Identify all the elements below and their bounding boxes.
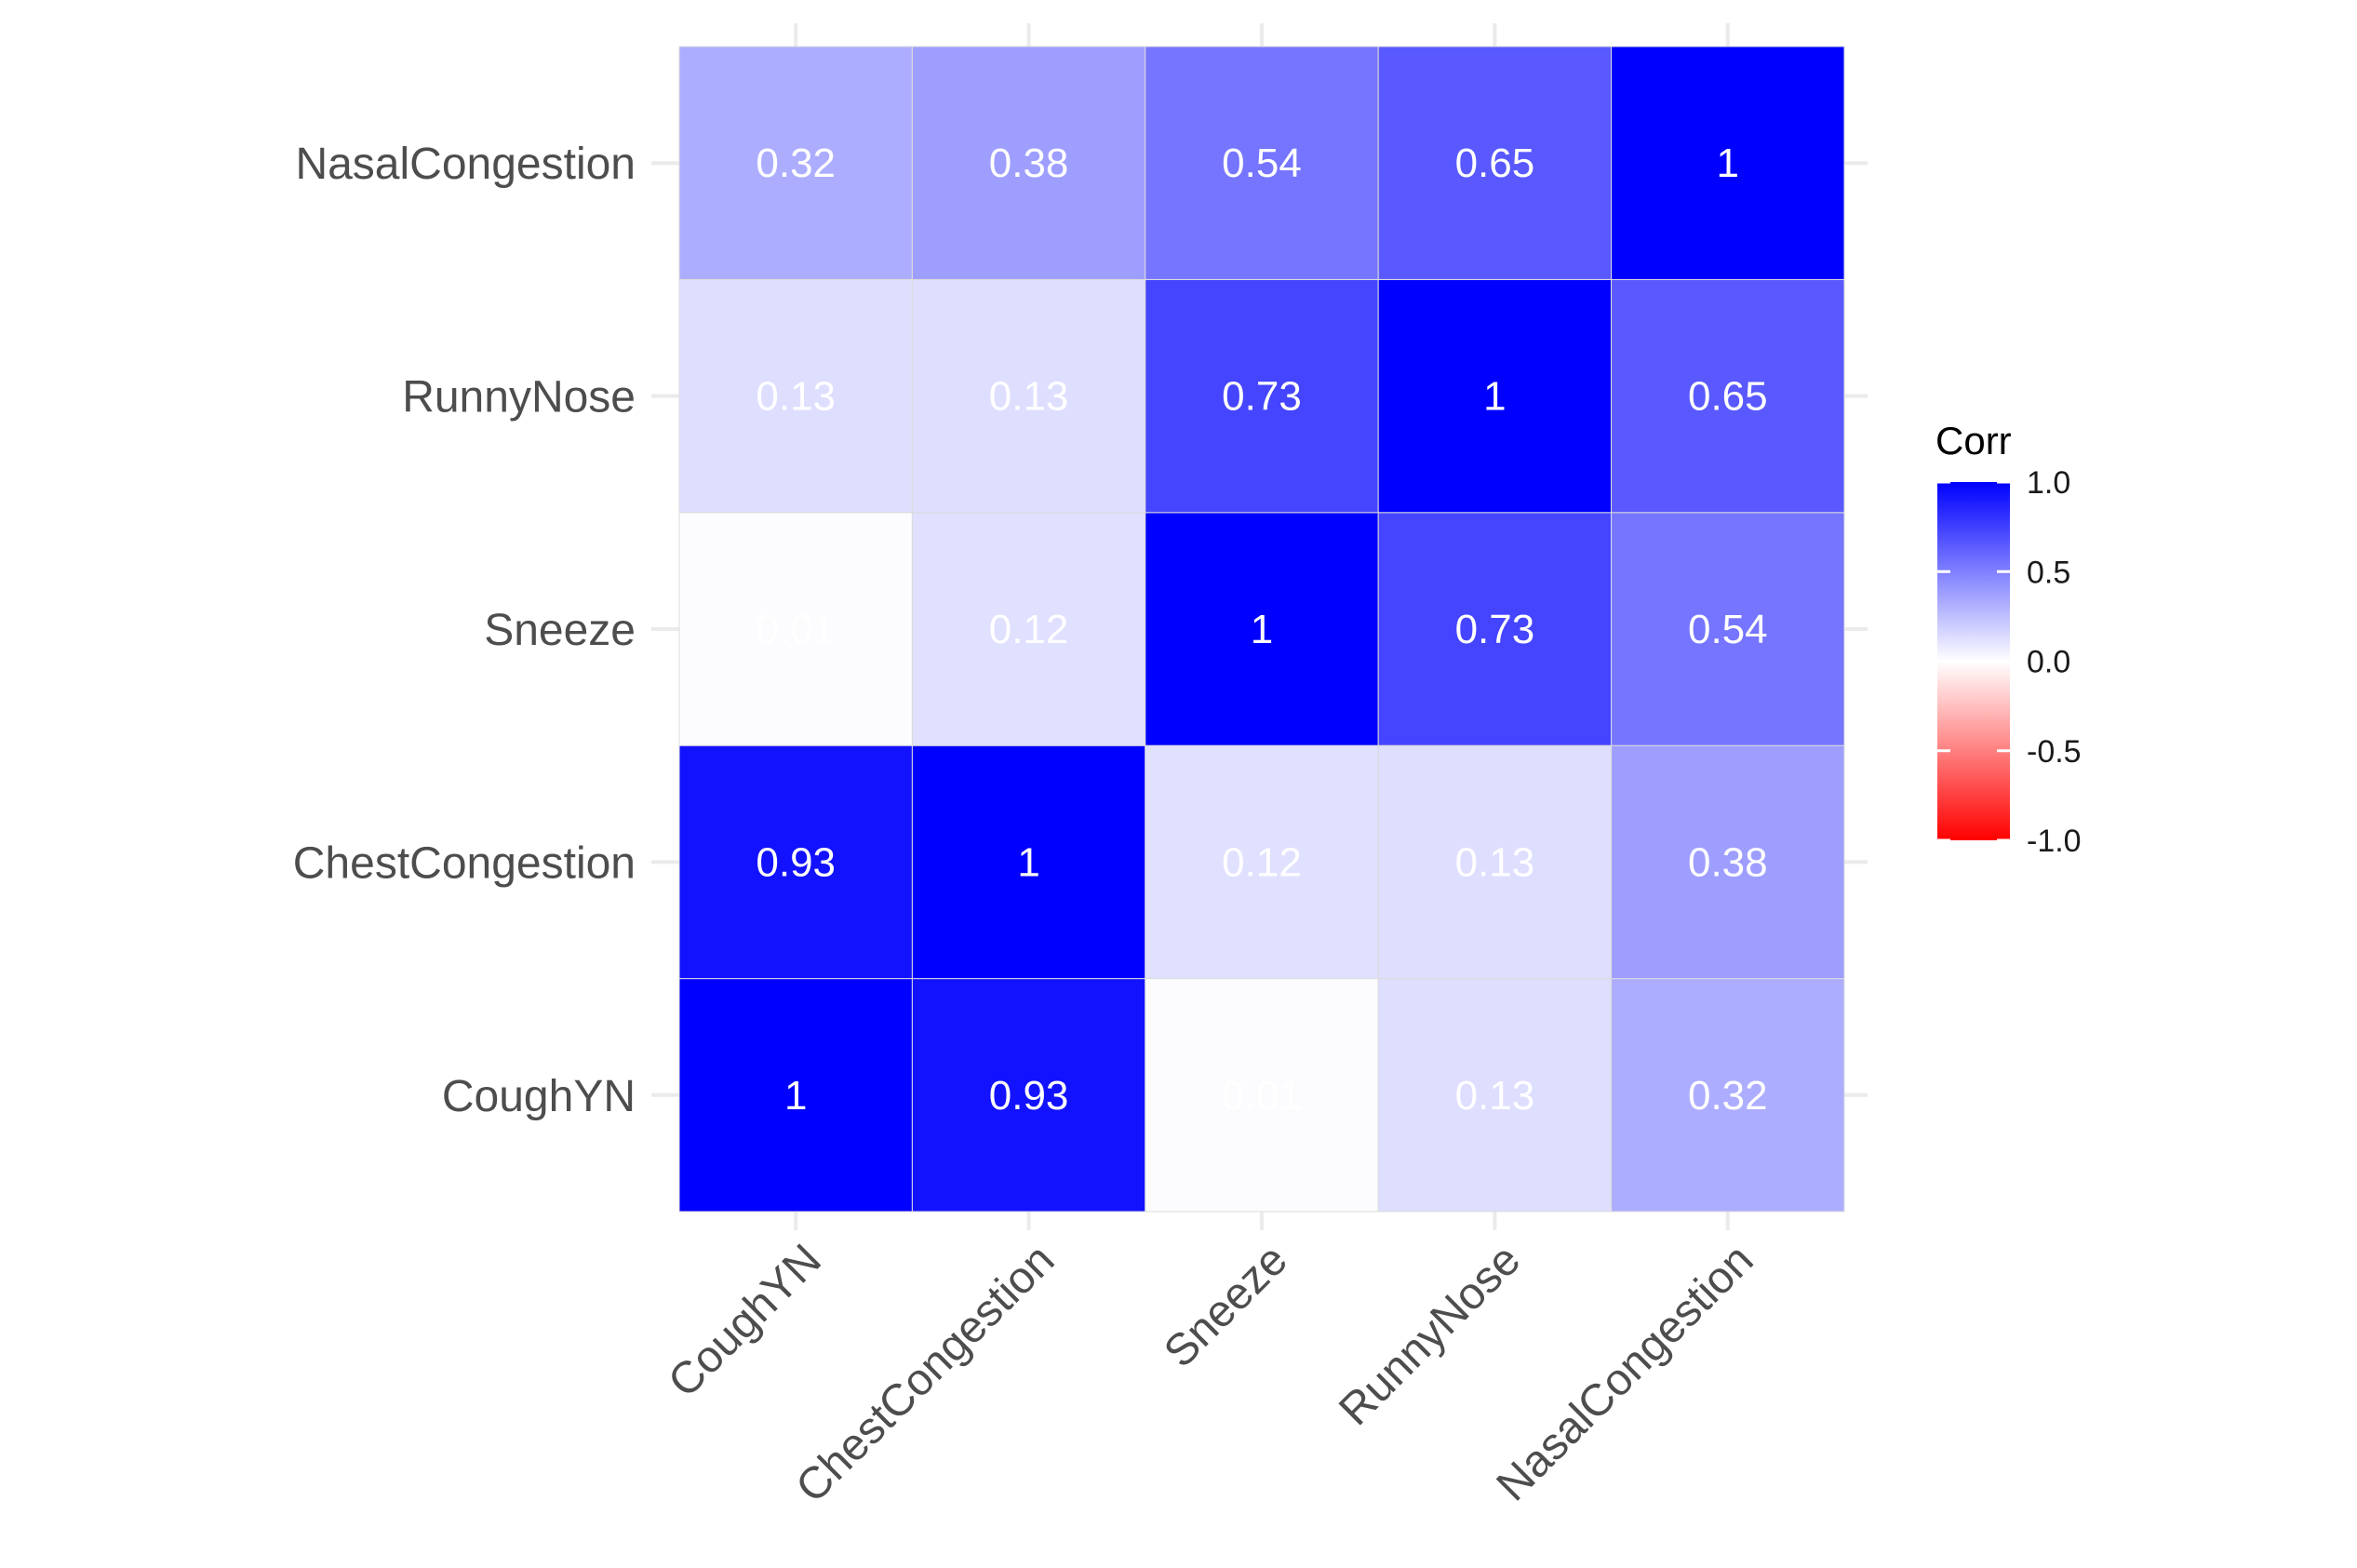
heatmap-cell [1145,46,1379,280]
y-tick-label: ChestCongestion [293,838,636,888]
legend-tick-label: 1.0 [2027,465,2070,501]
legend-tick-label: 0.0 [2027,645,2070,680]
cell-value-label: 0.73 [1222,374,1302,420]
heatmap-cell [678,278,913,514]
cell-value-label: 0.54 [1222,141,1302,186]
cell-value-label: 0.93 [989,1073,1069,1119]
heatmap-cell [1611,278,1845,514]
cell-value-label: 0.01 [756,607,836,652]
heatmap-cell [911,278,1146,514]
x-tick-label: CoughYN [659,1235,831,1407]
cell-value-label: 1 [1483,374,1506,420]
cell-value-label: 0.54 [1688,607,1768,652]
y-tick-label: Sneeze [484,606,636,655]
heatmap-cell [678,46,913,280]
cell-value-label: 0.01 [1222,1073,1302,1119]
heatmap-cell [1145,278,1379,514]
legend-tick-label: -1.0 [2027,824,2082,859]
cell-value-label: 0.93 [756,839,836,885]
cell-value-label: 0.38 [989,141,1069,186]
heatmap-cell [911,512,1146,746]
heatmap-cell [1145,512,1379,746]
heatmap-cell [1377,978,1613,1213]
heatmap-cell [911,46,1146,280]
heatmap-cell [911,744,1146,980]
cell-value-label: 1 [1017,839,1039,885]
heatmap-cells [678,46,1845,1213]
x-tick-label: Sneeze [1155,1235,1297,1377]
legend-tick-label: 0.5 [2027,555,2070,590]
cell-value-label: 1 [1717,141,1739,186]
colorbar-legend: Corr 1.0 0.5 0.0 -0.5 -1.0 [1935,419,2082,859]
heatmap-cell [678,744,913,980]
heatmap-cell [1611,46,1845,280]
cell-value-label: 0.13 [1455,839,1535,885]
cell-value-label: 0.65 [1688,374,1768,420]
cell-value-label: 0.13 [1455,1073,1535,1119]
heatmap-cell [1145,744,1379,980]
heatmap-cell [1377,46,1613,280]
x-tick-label: NasalCongestion [1488,1235,1763,1510]
cell-value-label: 0.73 [1455,607,1535,652]
x-tick-label: ChestCongestion [787,1235,1065,1512]
cell-value-label: 0.38 [1688,839,1768,885]
cell-value-label: 1 [784,1073,807,1119]
cell-value-label: 1 [1251,607,1273,652]
y-tick-label: CoughYN [442,1072,636,1121]
y-tick-label: NasalCongestion [295,140,636,189]
heatmap-cell [1611,744,1845,980]
heatmap-cell [1377,744,1613,980]
heatmap-cell [1377,278,1613,514]
cell-value-label: 0.65 [1455,141,1535,186]
cell-value-label: 0.13 [756,374,836,420]
cell-value-label: 0.12 [989,607,1069,652]
heatmap-cell [911,978,1146,1213]
cell-value-labels: 1 0.93 0.01 0.13 0.32 0.93 1 0.12 0.13 0.38 0.01 0.… [756,141,1767,1119]
cell-value-label: 0.13 [989,374,1069,420]
legend-title: Corr [1935,419,2012,462]
heatmap-cell [1145,978,1379,1213]
cell-value-label: 0.12 [1222,839,1302,885]
cell-value-label: 0.32 [756,141,836,186]
cell-value-label: 0.32 [1688,1073,1768,1119]
y-axis-tick-labels: CoughYN ChestCongestion Sneeze RunnyNose Nas… [293,140,636,1121]
heatmap-cell [678,512,913,746]
x-tick-label: RunnyNose [1330,1235,1530,1435]
legend-tick-label: -0.5 [2027,734,2082,770]
heatmap-cell [1611,978,1845,1213]
y-tick-label: RunnyNose [402,373,636,422]
